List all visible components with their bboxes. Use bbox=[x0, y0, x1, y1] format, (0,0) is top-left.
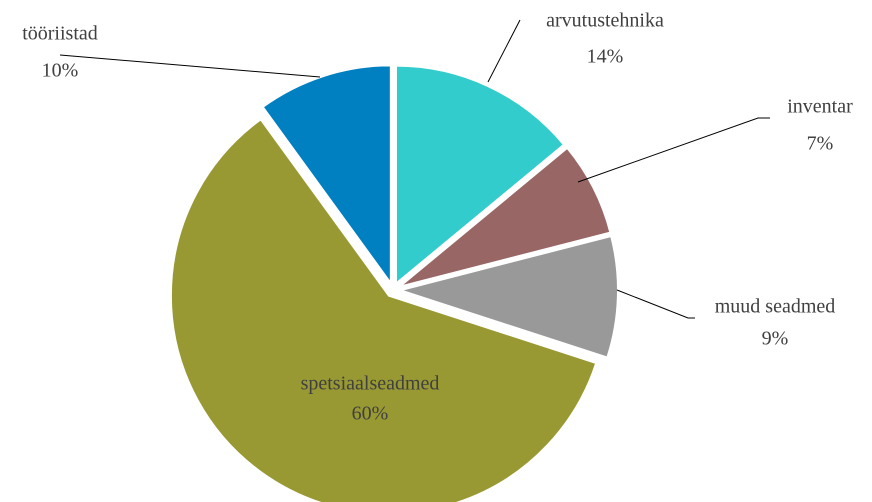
leader-line bbox=[487, 19, 521, 83]
pie-slice bbox=[169, 117, 598, 502]
pie-slice bbox=[398, 146, 612, 288]
leader-line bbox=[59, 54, 321, 78]
slice-label: spetsiaalseadmed bbox=[301, 373, 440, 395]
leader-line bbox=[616, 289, 695, 319]
slice-value-label: 14% bbox=[587, 46, 624, 68]
slice-value-label: 7% bbox=[807, 133, 834, 155]
pie-slice bbox=[396, 234, 619, 359]
pie-slice bbox=[394, 64, 566, 286]
slice-label: inventar bbox=[787, 96, 853, 118]
slice-value-label: 10% bbox=[42, 60, 79, 82]
slice-label: muud seadmed bbox=[715, 296, 836, 318]
slice-label: arvutustehnika bbox=[546, 10, 664, 32]
slice-value-label: 9% bbox=[762, 328, 789, 350]
slice-value-label: 60% bbox=[352, 403, 389, 425]
leader-line bbox=[577, 117, 770, 183]
pie-slice bbox=[261, 64, 392, 287]
slice-label: tööriistad bbox=[22, 23, 98, 45]
